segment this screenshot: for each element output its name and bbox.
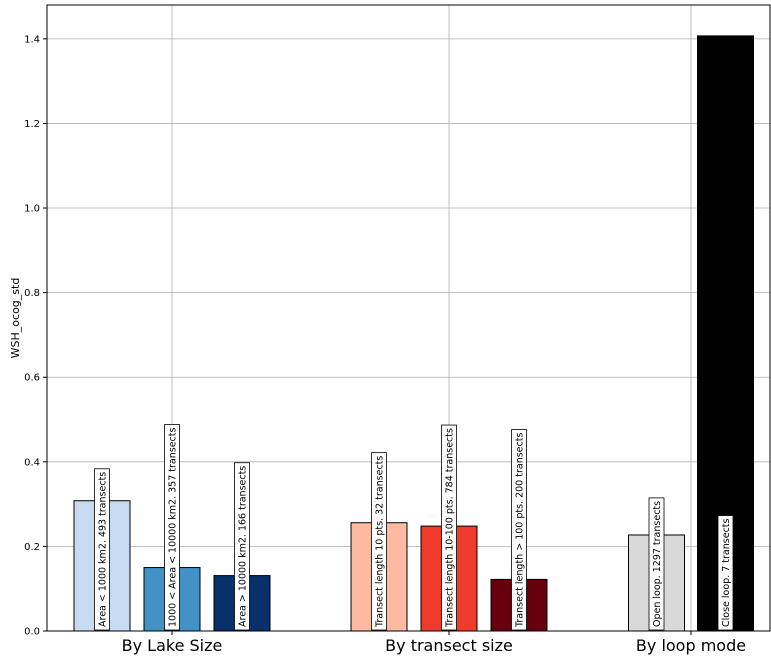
y-tick-label: 1.0 — [24, 204, 40, 215]
y-tick-label: 0.8 — [24, 288, 40, 299]
bar-label-box — [94, 468, 110, 631]
bar-label: Transect length 10-100 pts. 784 transect… — [445, 428, 456, 628]
bar-label: Close loop. 7 transects — [721, 518, 732, 627]
bar-label: Open loop. 1297 transects — [652, 501, 663, 627]
bar-label: Area > 10000 km2. 166 transects — [238, 466, 249, 627]
y-tick-label: 0.4 — [24, 457, 40, 468]
y-axis-label: WSH_ocog_std — [9, 278, 22, 359]
bar-label-box — [717, 515, 734, 631]
bar-label-group: Open loop. 1297 transects — [648, 497, 665, 631]
plot-frame — [46, 4, 771, 632]
y-tick-label: 0.2 — [24, 542, 40, 553]
group-label: By Lake Size — [122, 636, 223, 655]
bar-label-group: Area > 10000 km2. 166 transects — [234, 462, 250, 631]
bar-label-box — [164, 424, 180, 631]
bar-label-box — [648, 497, 665, 631]
bar-label-group: Area < 1000 km2. 493 transects — [94, 468, 110, 631]
bar-label-group: Transect length 10 pts. 32 transects — [371, 452, 387, 631]
y-axis: 0.0 0.2 0.4 0.6 0.8 1.0 1.2 1.4 — [24, 34, 47, 638]
y-tick-label: 0.0 — [24, 627, 40, 638]
bar-label-box — [441, 424, 457, 631]
bar-label: Transect length > 100 pts. 200 transects — [515, 433, 526, 628]
group-label: By loop mode — [636, 636, 746, 655]
bar-label-group: Transect length > 100 pts. 200 transects — [511, 429, 527, 631]
bar-label-group: Transect length 10-100 pts. 784 transect… — [441, 424, 457, 631]
bar-label-box — [234, 462, 250, 631]
group-label: By transect size — [385, 636, 513, 655]
bar-label-group: 1000 < Area < 10000 km2. 357 transects — [164, 424, 180, 631]
bar-label: 1000 < Area < 10000 km2. 357 transects — [168, 428, 179, 627]
bar-label-box — [511, 429, 527, 631]
bar-label: Transect length 10 pts. 32 transects — [375, 456, 386, 628]
bar-label: Area < 1000 km2. 493 transects — [98, 472, 109, 627]
bar-label-group: Close loop. 7 transects — [717, 515, 734, 631]
bar-label-box — [371, 452, 387, 631]
y-tick-label: 0.6 — [24, 373, 40, 384]
y-tick-label: 1.4 — [24, 34, 40, 45]
bar-labels: Area < 1000 km2. 493 transects 1000 < Are… — [94, 424, 734, 631]
x-axis-group-labels: By Lake Size By transect size By loop mode — [122, 631, 746, 655]
y-tick-label: 1.2 — [24, 119, 40, 130]
